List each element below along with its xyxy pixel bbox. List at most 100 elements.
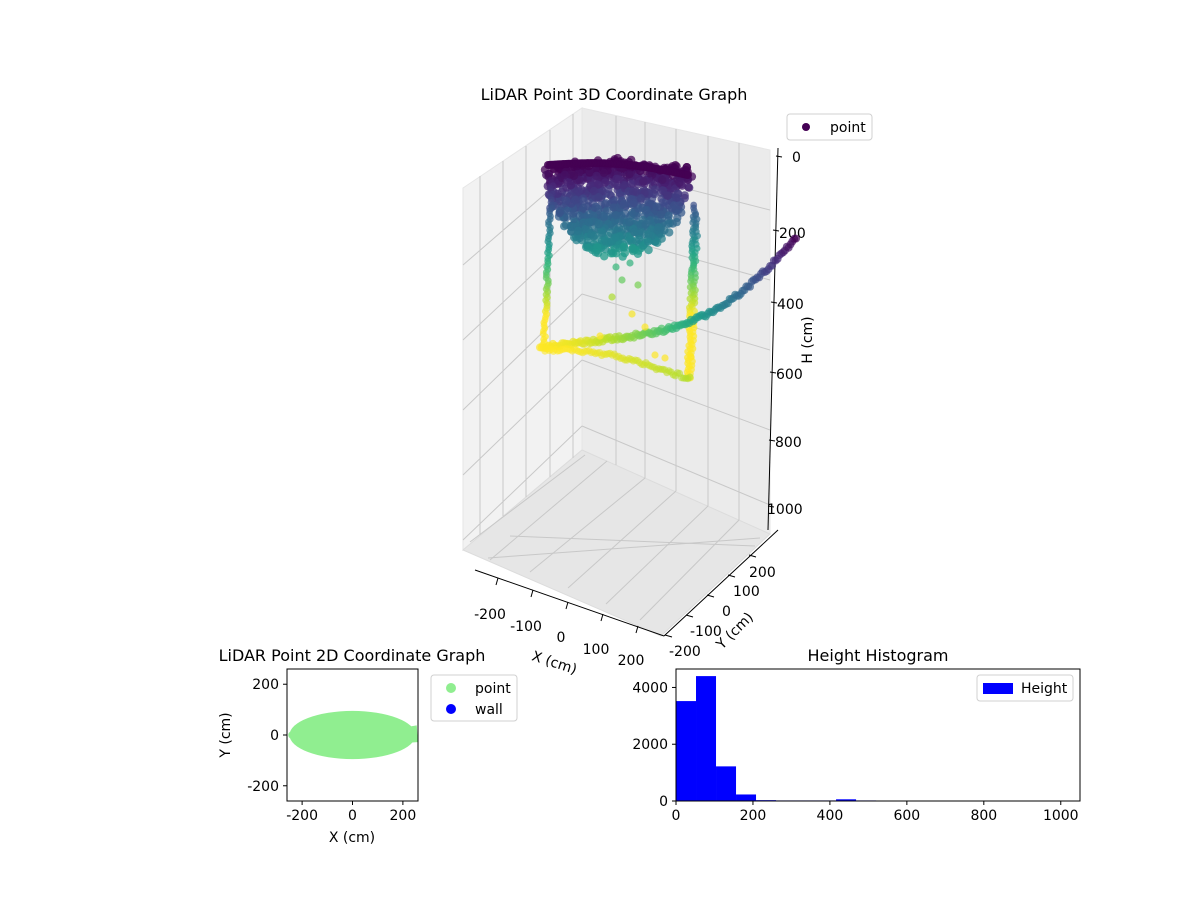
point (661, 354, 669, 362)
point (630, 228, 639, 237)
z-axis-line (767, 147, 779, 531)
x-tick-label-hist: 800 (970, 808, 997, 824)
point (671, 161, 680, 170)
histogram-bar (716, 766, 737, 801)
point (658, 198, 667, 207)
chart-3d: LiDAR Point 3D Coordinate Graph (462, 85, 873, 678)
z-tick-label: 1000 (767, 502, 803, 518)
point (619, 180, 629, 190)
x-tick-label: 100 (583, 642, 610, 658)
point (555, 208, 564, 218)
plot-frame-hist (675, 668, 1081, 802)
legend-box (786, 113, 873, 141)
x-tick-label-2d: -200 (286, 808, 318, 824)
point-cluster-left (288, 731, 303, 739)
point (561, 196, 571, 205)
histogram-bar (696, 676, 717, 801)
point (618, 276, 626, 284)
z-tick-label: 600 (776, 367, 803, 383)
point (663, 191, 672, 200)
point (643, 237, 653, 246)
point (585, 209, 594, 219)
point (628, 243, 637, 253)
point (601, 245, 610, 254)
point (597, 229, 606, 238)
point (601, 178, 610, 187)
legend-marker-wall (446, 704, 456, 714)
point-cloud (536, 153, 800, 383)
pane-floor (462, 449, 771, 637)
y-tick-label-2d: 0 (270, 728, 279, 744)
point (600, 212, 609, 221)
y-tick-label-2d: 200 (252, 677, 279, 693)
legend-hist: Height (976, 674, 1074, 702)
histogram-bar (836, 799, 857, 801)
x-axis-line (474, 569, 665, 637)
point (579, 203, 588, 213)
point (560, 170, 569, 179)
legend-label-height: Height (1021, 681, 1068, 697)
chart-2d-title: LiDAR Point 2D Coordinate Graph (219, 646, 486, 665)
x-tick-label-hist: 0 (672, 808, 681, 824)
point (656, 210, 665, 219)
point (626, 259, 634, 267)
y-tick-label-hist: 0 (659, 794, 668, 810)
y-axis-line (663, 529, 779, 637)
point (619, 242, 629, 251)
point (573, 226, 583, 236)
x-axis-label: X (cm) (530, 648, 579, 678)
y-tick-label-2d: -200 (247, 779, 279, 795)
y-tick-label-hist: 2000 (632, 737, 668, 753)
legend-marker-height (983, 683, 1013, 694)
point-scatter-2d (288, 710, 418, 760)
chart-3d-title: LiDAR Point 3D Coordinate Graph (481, 85, 748, 104)
point (600, 252, 609, 261)
point (667, 203, 677, 212)
point (660, 226, 669, 235)
point (686, 373, 694, 381)
point (612, 263, 620, 271)
histogram-title: Height Histogram (808, 646, 949, 665)
point (569, 171, 579, 180)
point (651, 351, 659, 359)
point (566, 222, 576, 232)
point (650, 185, 660, 194)
y-tick-label: -100 (690, 624, 722, 640)
z-axis-label: H (cm) (800, 316, 816, 363)
point (605, 190, 615, 199)
z-tick-label: 0 (792, 150, 801, 166)
point (641, 220, 650, 229)
point (619, 200, 628, 209)
x-axis-label-2d: X (cm) (329, 830, 375, 846)
point (553, 189, 562, 198)
point (625, 170, 634, 179)
x-tick-label-hist: 400 (817, 808, 844, 824)
histogram-bars (676, 676, 877, 801)
ticks-2d: -200 0 200 -200 0 200 (247, 677, 416, 824)
x-tick-label-2d: 200 (390, 808, 417, 824)
point (566, 181, 575, 190)
legend-marker-point (446, 683, 456, 693)
x-tick-label: 200 (618, 653, 645, 669)
legend-label-wall: wall (475, 702, 503, 718)
point (626, 179, 636, 189)
point (629, 198, 639, 208)
point (601, 199, 611, 208)
point (636, 194, 646, 203)
z-tick-label: 400 (777, 297, 804, 313)
point (563, 212, 572, 222)
point (634, 281, 642, 289)
ticks-hist: 0 200 400 600 800 1000 0 2000 4000 (632, 680, 1078, 824)
point (581, 224, 590, 234)
y-axis-label-2d: Y (cm) (218, 712, 234, 758)
point (684, 171, 692, 179)
point (639, 177, 648, 186)
point (652, 202, 661, 211)
point (642, 205, 651, 215)
legend-2d: point wall (430, 674, 518, 722)
point (624, 236, 634, 245)
y-tick-label: 200 (749, 565, 776, 581)
point (658, 175, 667, 184)
point (596, 332, 604, 340)
